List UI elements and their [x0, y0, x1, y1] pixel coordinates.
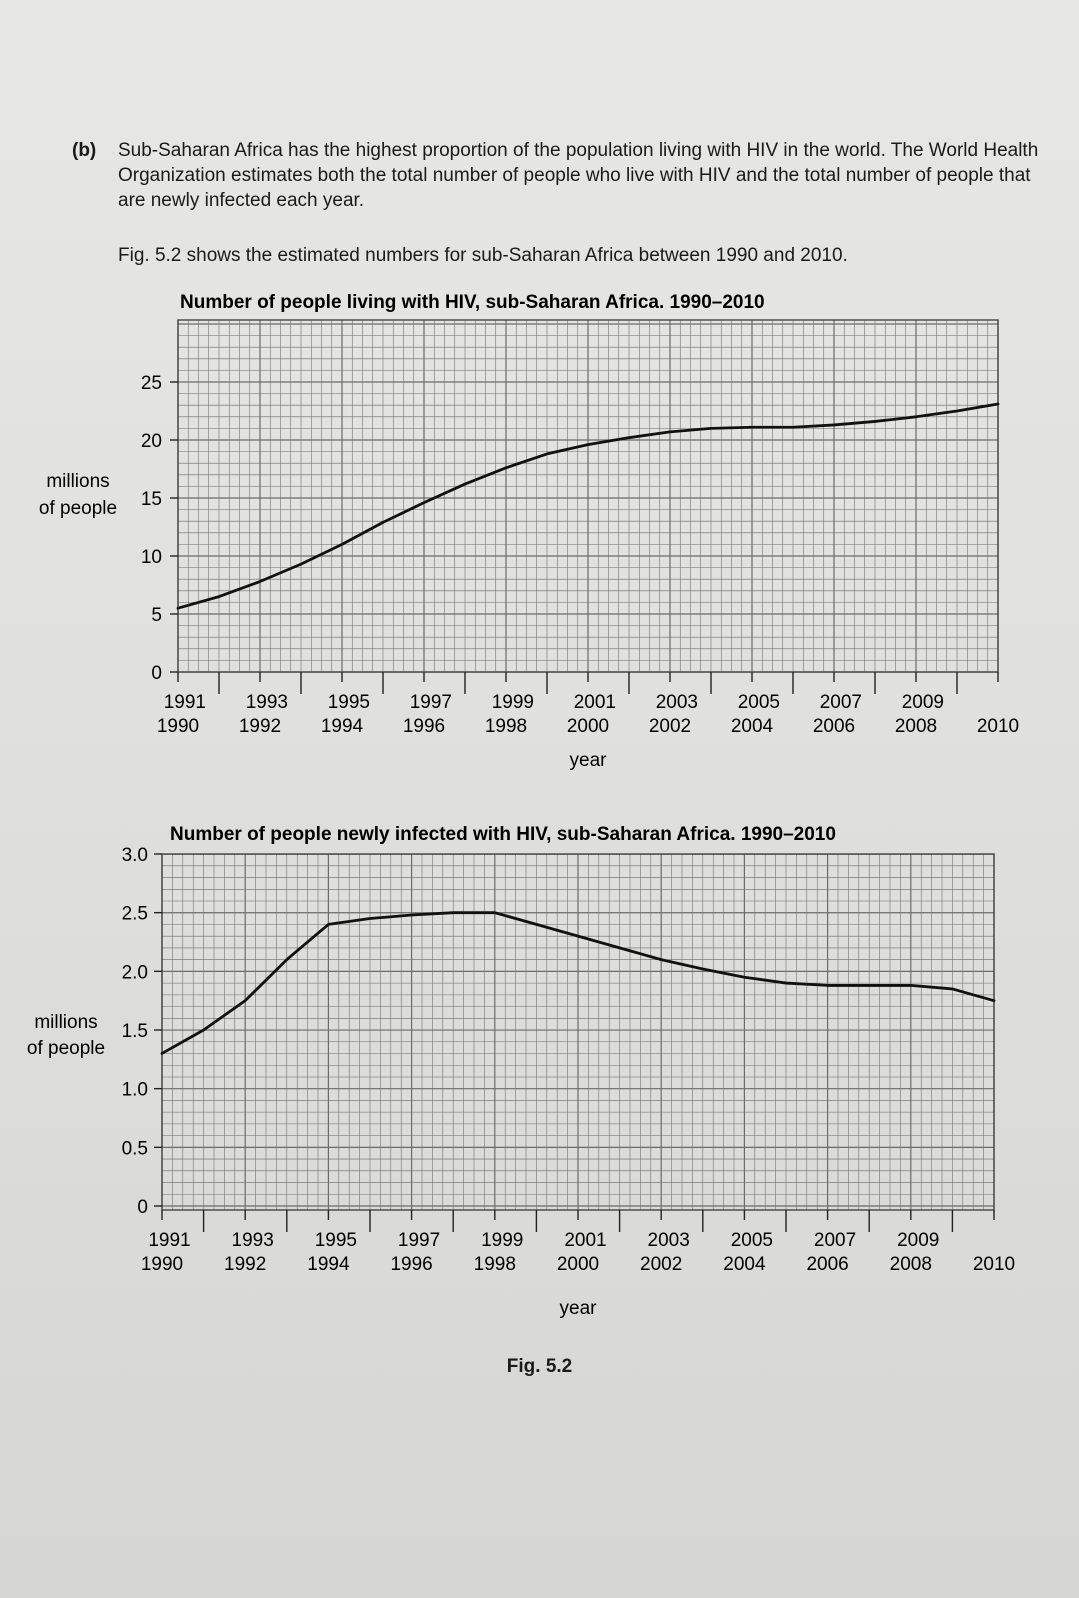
y-axis-label: millions: [34, 1012, 97, 1033]
figure-caption: Fig. 5.2: [506, 1356, 573, 1377]
chart-title: Number of people newly infected with HIV…: [170, 824, 836, 845]
x-tick-label-odd: 1999: [481, 1230, 523, 1251]
x-tick-label-even: 2004: [731, 716, 774, 737]
y-tick-label: 0: [137, 1197, 148, 1218]
y-axis-label: of people: [27, 1038, 105, 1059]
x-tick-label-even: 2000: [557, 1254, 599, 1275]
y-tick-label: 2.5: [122, 904, 148, 925]
x-tick-label-even: 2002: [649, 716, 691, 737]
question-intro-text: Sub-Saharan Africa has the highest propo…: [118, 140, 1039, 211]
y-tick-label: 10: [141, 547, 162, 568]
x-tick-label-odd: 2001: [574, 692, 616, 713]
y-tick-label: 20: [141, 431, 162, 452]
y-axis-label: of people: [39, 498, 117, 519]
x-tick-label-even: 1990: [141, 1254, 183, 1275]
x-tick-label-even: 2006: [813, 716, 855, 737]
x-tick-label-even: 2004: [723, 1254, 766, 1275]
x-tick-label-even: 1990: [157, 716, 199, 737]
x-tick-label-odd: 2009: [902, 692, 944, 713]
x-tick-label-odd: 2001: [564, 1230, 606, 1251]
y-tick-label: 0: [151, 663, 162, 684]
x-axis-label: year: [570, 750, 608, 771]
x-tick-label-odd: 1997: [398, 1230, 440, 1251]
x-tick-label-odd: 1995: [328, 692, 370, 713]
x-tick-label-odd: 2005: [731, 1230, 773, 1251]
x-tick-label-even: 2008: [890, 1254, 932, 1275]
x-tick-label-odd: 1993: [232, 1230, 274, 1251]
x-tick-label-odd: 1991: [164, 692, 206, 713]
x-tick-label-odd: 2003: [648, 1230, 690, 1251]
x-tick-label-odd: 2005: [738, 692, 780, 713]
y-tick-label: 1.0: [122, 1080, 148, 1101]
x-tick-label-even: 2010: [977, 716, 1019, 737]
x-tick-label-odd: 1997: [410, 692, 452, 713]
y-tick-label: 5: [151, 605, 162, 626]
hiv-new-infections-chart: Number of people newly infected with HIV…: [27, 824, 1015, 1319]
x-tick-label-even: 2000: [567, 716, 609, 737]
hiv-living-chart: Number of people living with HIV, sub-Sa…: [39, 292, 1019, 771]
y-tick-label: 3.0: [122, 845, 148, 866]
x-tick-label-odd: 1999: [492, 692, 534, 713]
chart-grid: [161, 853, 995, 1210]
x-tick-label-even: 2010: [973, 1254, 1015, 1275]
x-tick-label-even: 1996: [403, 716, 445, 737]
figure-reference-text: Fig. 5.2 shows the estimated numbers for…: [118, 245, 848, 266]
x-tick-label-even: 1994: [307, 1254, 350, 1275]
y-tick-label: 2.0: [122, 962, 148, 983]
x-tick-label-even: 1992: [224, 1254, 266, 1275]
y-tick-label: 0.5: [122, 1138, 148, 1159]
chart-title: Number of people living with HIV, sub-Sa…: [180, 292, 765, 313]
y-axis-label: millions: [46, 471, 109, 492]
x-tick-label-even: 2006: [806, 1254, 848, 1275]
y-tick-label: 15: [141, 489, 162, 510]
x-tick-label-odd: 2009: [897, 1230, 939, 1251]
question-part-label: (b): [72, 140, 97, 161]
x-tick-label-even: 1992: [239, 716, 281, 737]
chart-grid: [177, 320, 999, 673]
x-tick-label-even: 1994: [321, 716, 364, 737]
x-tick-label-even: 1996: [390, 1254, 432, 1275]
x-axis-label: year: [560, 1298, 598, 1319]
x-tick-label-odd: 1995: [315, 1230, 357, 1251]
x-tick-label-odd: 1993: [246, 692, 288, 713]
x-tick-label-even: 1998: [474, 1254, 516, 1275]
x-tick-label-odd: 2007: [820, 692, 862, 713]
x-tick-label-even: 1998: [485, 716, 527, 737]
y-tick-label: 25: [141, 373, 162, 394]
y-tick-label: 1.5: [122, 1021, 148, 1042]
x-tick-label-even: 2002: [640, 1254, 682, 1275]
x-tick-label-odd: 2007: [814, 1230, 856, 1251]
x-tick-label-odd: 1991: [148, 1230, 190, 1251]
x-tick-label-even: 2008: [895, 716, 937, 737]
x-tick-label-odd: 2003: [656, 692, 698, 713]
